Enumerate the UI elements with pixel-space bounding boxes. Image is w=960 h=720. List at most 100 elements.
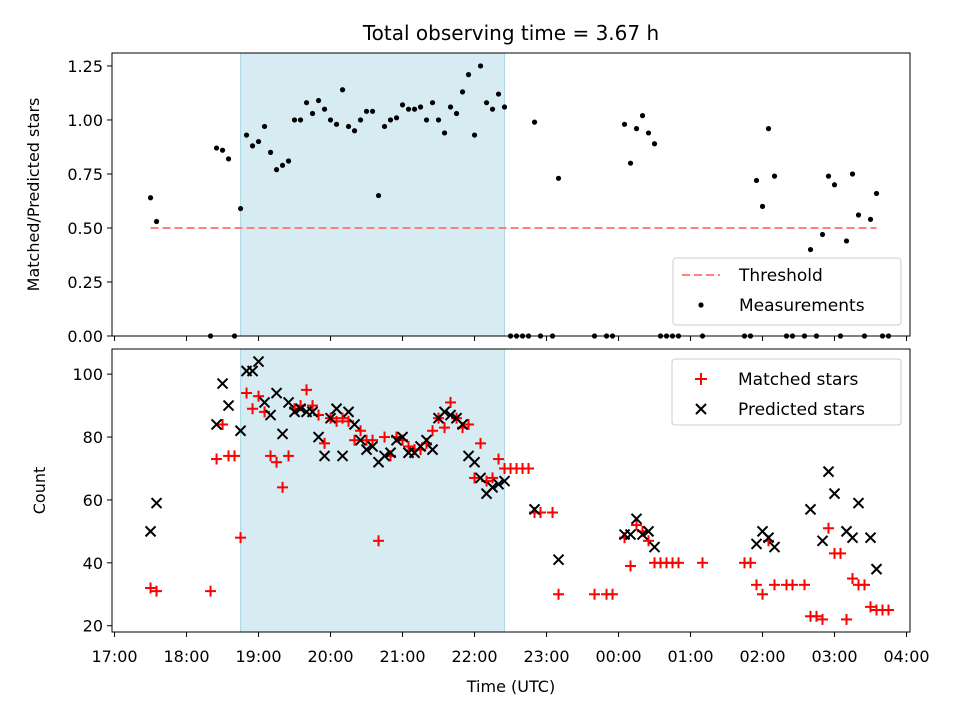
measurement-point (411, 106, 418, 112)
predicted-star-point (828, 487, 841, 500)
matched-star-point (751, 579, 763, 591)
predicted-star-point (528, 503, 541, 516)
predicted-star-point (264, 409, 277, 421)
ratio-legend-box (672, 257, 902, 326)
predicted-stars-legend-icon (695, 403, 707, 415)
measurement-point (765, 126, 772, 132)
measurement-point (333, 121, 340, 127)
predicted-star-point (642, 525, 655, 538)
measurement-point (453, 110, 460, 117)
measurement-point (297, 117, 304, 123)
matched-star-point (271, 456, 283, 468)
measurement-point (153, 218, 160, 225)
measurement-point (387, 117, 394, 123)
measurement-point (639, 113, 646, 119)
matched-star-point (757, 588, 769, 600)
count-y-axis-ticks: 20 40 60 80 100 (72, 365, 112, 636)
measurement-point (651, 141, 658, 147)
predicted-star-point (444, 409, 457, 421)
threshold-legend-label: Threshold (738, 266, 823, 286)
measurement-point (369, 108, 376, 114)
matched-star-point (607, 588, 619, 600)
measurement-point (213, 145, 220, 151)
predicted-star-point (630, 513, 643, 525)
predicted-star-point (474, 472, 487, 484)
ratio-x-axis-ticks (114, 336, 907, 341)
predicted-star-point (648, 541, 661, 553)
measurement-point (345, 123, 352, 130)
measurement-point (399, 102, 406, 108)
predicted-star-point (852, 497, 865, 509)
measurements-legend-label: Measurements (739, 296, 865, 316)
measurement-point (327, 117, 334, 123)
predicted-star-point (378, 450, 391, 462)
count-y-tick-label: 100 (72, 365, 103, 384)
measurement-point (147, 195, 154, 201)
matched-star-point (469, 472, 481, 484)
measurement-point (873, 190, 880, 197)
measurement-point (495, 91, 502, 97)
matched-star-point (301, 384, 313, 396)
predicted-star-point (282, 396, 295, 409)
predicted-star-point (456, 418, 469, 431)
matched-star-point (811, 610, 823, 622)
time-x-tick-label: 23:00 (523, 647, 569, 666)
ratio-legend: Threshold Measurements (672, 257, 902, 326)
count-y-tick-label: 60 (83, 491, 103, 510)
measurement-point (285, 158, 292, 164)
measurement-point (267, 149, 274, 155)
measurement-point (819, 231, 826, 238)
matched-star-point (265, 450, 277, 462)
matched-star-point (277, 481, 289, 493)
matched-star-point (799, 579, 811, 591)
matched-star-point (673, 557, 685, 569)
count-legend-box (671, 358, 902, 426)
matched-star-point (217, 418, 229, 430)
measurement-point (555, 175, 562, 181)
matched-star-point (241, 387, 253, 399)
matched-star-point (487, 472, 499, 484)
predicted-star-point (360, 443, 373, 456)
predicted-star-point (318, 450, 331, 462)
matched-star-point (745, 557, 757, 569)
predicted-star-point (294, 403, 307, 415)
time-x-tick-label: 21:00 (379, 647, 425, 666)
measurement-point (405, 106, 412, 112)
predicted-star-point (768, 541, 781, 553)
predicted-stars-points (144, 355, 883, 575)
measurement-point (255, 138, 262, 145)
measurement-point (393, 115, 400, 121)
predicted-star-point (846, 531, 859, 544)
predicted-star-point (252, 355, 265, 368)
measurement-point (633, 126, 640, 132)
time-x-axis-ticks: 17:00 18:00 19:00 20:00 21:00 22:00 23:00 00:00… (91, 632, 930, 666)
measurement-point (627, 160, 634, 166)
matched-star-point (823, 522, 835, 534)
predicted-stars-legend-label: Predicted stars (738, 400, 865, 420)
predicted-star-point (366, 440, 379, 453)
observing-window-shade (240, 52, 506, 337)
matched-star-point (439, 422, 451, 434)
measurement-point (381, 123, 388, 130)
measurement-point (645, 130, 652, 136)
measurement-point (375, 192, 382, 199)
ratio-y-tick-label: 0.25 (67, 273, 103, 292)
predicted-star-point (636, 528, 649, 541)
measurement-point (303, 100, 310, 106)
measurement-point (753, 177, 760, 184)
measurement-point (477, 63, 484, 69)
predicted-star-point (234, 425, 247, 437)
matched-star-point (235, 532, 247, 544)
chart-title: Total observing time = 3.67 h (362, 21, 659, 45)
time-x-tick-label: 19:00 (235, 647, 281, 666)
measurement-point (849, 171, 856, 177)
count-y-tick-label: 80 (83, 428, 103, 447)
matched-star-point (145, 582, 157, 594)
matched-star-point (847, 573, 859, 585)
matched-star-point (151, 585, 163, 597)
predicted-star-point (336, 450, 349, 462)
measurement-point (465, 72, 472, 78)
count-y-tick-label: 20 (83, 617, 103, 636)
ratio-y-tick-label: 0.75 (67, 165, 103, 184)
